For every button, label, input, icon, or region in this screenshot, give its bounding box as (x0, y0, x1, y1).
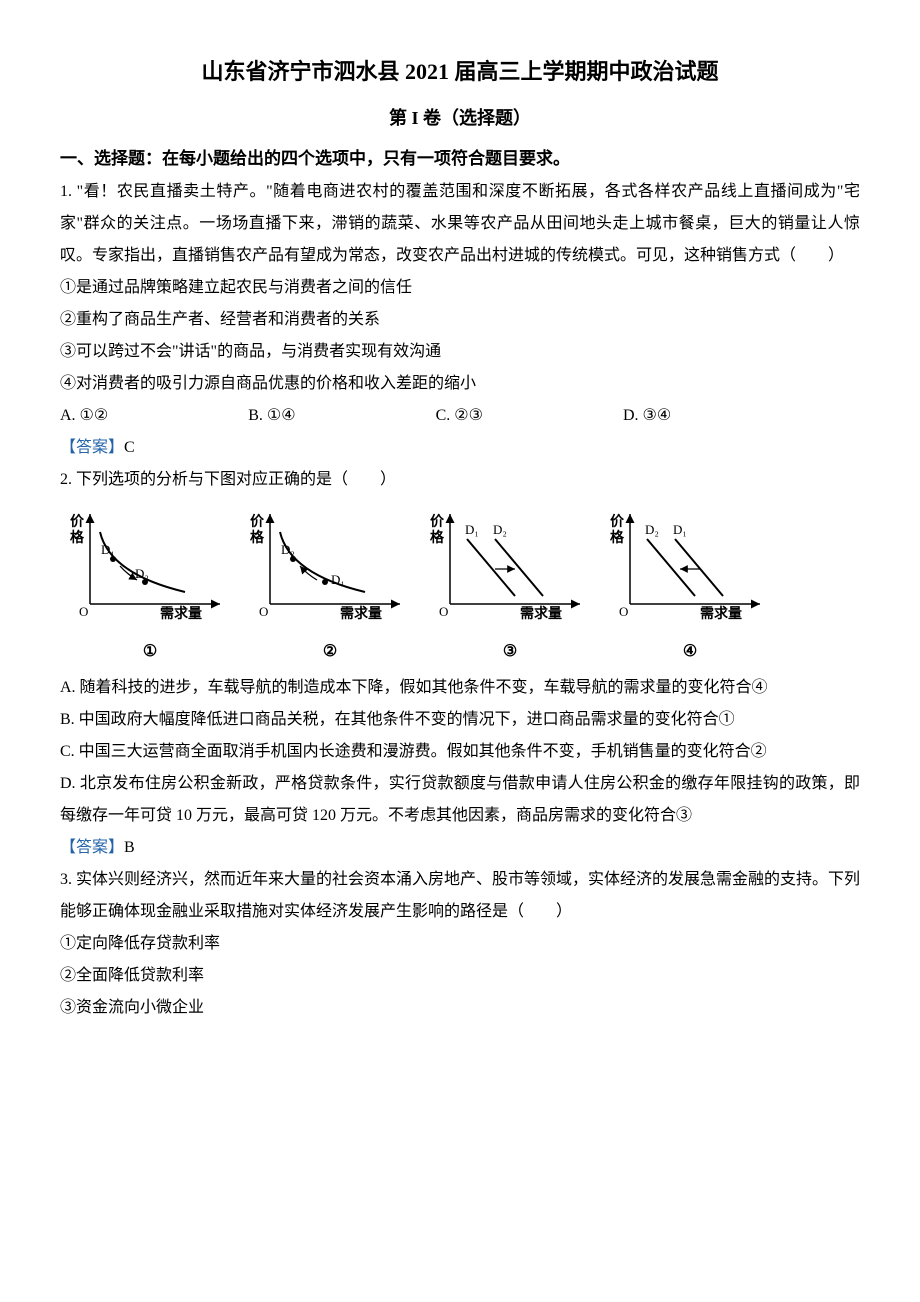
q2-option-a: A. 随着科技的进步，车载导航的制造成本下降，假如其他条件不变，车载导航的需求量… (60, 672, 860, 704)
chart3-d2: D₂ (493, 522, 507, 537)
chart2-origin: O (259, 604, 268, 619)
chart1-origin: O (79, 604, 88, 619)
chart1-number: ① (60, 636, 240, 668)
chart4-xlabel: 需求量 (700, 605, 742, 622)
chart1-ylabel-2: 格 (70, 529, 85, 546)
chart1-xlabel: 需求量 (160, 605, 202, 622)
chart2-number: ② (240, 636, 420, 668)
q1-statement-3: ③可以跨过不会"讲话"的商品，与消费者实现有效沟通 (60, 336, 860, 368)
chart1-ylabel-1: 价 (70, 514, 85, 530)
chart-3: 价 格 O 需求量 D₁ D₂ ③ (420, 504, 600, 668)
q1-stem: 1. "看！农民直播卖土特产。"随着电商进农村的覆盖范围和深度不断拓展，各式各样… (60, 176, 860, 272)
q1-answer-label: 【答案】 (60, 439, 124, 456)
chart4-number: ④ (600, 636, 780, 668)
chart2-d2: D₂ (281, 542, 295, 557)
chart-1: 价 格 O 需求量 D₁ D₂ ① (60, 504, 240, 668)
chart4-d1: D₁ (673, 522, 687, 537)
q1-statement-1: ①是通过品牌策略建立起农民与消费者之间的信任 (60, 272, 860, 304)
chart3-d1: D₁ (465, 522, 479, 537)
q3-statement-3: ③资金流向小微企业 (60, 992, 860, 1024)
q3-statement-1: ①定向降低存贷款利率 (60, 928, 860, 960)
q2-option-b: B. 中国政府大幅度降低进口商品关税，在其他条件不变的情况下，进口商品需求量的变… (60, 704, 860, 736)
chart-4: 价 格 O 需求量 D₂ D₁ ④ (600, 504, 780, 668)
chart2-ylabel-2: 格 (250, 529, 265, 546)
chart3-ylabel-2: 格 (430, 529, 445, 546)
chart4-origin: O (619, 604, 628, 619)
chart2-d1: D₁ (331, 572, 345, 587)
chart2-xlabel: 需求量 (340, 605, 382, 622)
chart3-origin: O (439, 604, 448, 619)
q3-stem: 3. 实体兴则经济兴，然而近年来大量的社会资本涌入房地产、股市等领域，实体经济的… (60, 864, 860, 928)
q2-option-c: C. 中国三大运营商全面取消手机国内长途费和漫游费。假如其他条件不变，手机销售量… (60, 736, 860, 768)
q2-answer-letter: B (124, 839, 135, 856)
q2-answer-label: 【答案】 (60, 839, 124, 856)
q1-answer: 【答案】C (60, 432, 860, 464)
q2-option-d: D. 北京发布住房公积金新政，严格贷款条件，实行贷款额度与借款申请人住房公积金的… (60, 768, 860, 832)
page-subtitle: 第 I 卷（选择题） (60, 100, 860, 136)
q2-stem: 2. 下列选项的分析与下图对应正确的是（ ） (60, 464, 860, 496)
chart3-ylabel-1: 价 (430, 514, 445, 530)
chart1-d1: D₁ (101, 542, 115, 557)
q1-option-a: A. ①② (60, 400, 108, 432)
q1-option-d: D. ③④ (623, 400, 671, 432)
chart-2: 价 格 O 需求量 D₂ D₁ ② (240, 504, 420, 668)
chart3-number: ③ (420, 636, 600, 668)
section-heading: 一、选择题：在每小题给出的四个选项中，只有一项符合题目要求。 (60, 142, 860, 176)
q1-statement-2: ②重构了商品生产者、经营者和消费者的关系 (60, 304, 860, 336)
q3-statement-2: ②全面降低贷款利率 (60, 960, 860, 992)
chart1-d2: D₂ (135, 566, 149, 581)
chart4-ylabel-2: 格 (610, 529, 625, 546)
chart4-ylabel-1: 价 (610, 514, 625, 530)
q2-answer: 【答案】B (60, 832, 860, 864)
q1-option-b: B. ①④ (248, 400, 295, 432)
chart2-ylabel-1: 价 (250, 514, 265, 530)
chart4-d2: D₂ (645, 522, 659, 537)
q1-statement-4: ④对消费者的吸引力源自商品优惠的价格和收入差距的缩小 (60, 368, 860, 400)
q1-option-c: C. ②③ (436, 400, 483, 432)
q1-answer-letter: C (124, 439, 135, 456)
page-title: 山东省济宁市泗水县 2021 届高三上学期期中政治试题 (60, 50, 860, 94)
q1-options-row: A. ①② B. ①④ C. ②③ D. ③④ (60, 400, 860, 432)
q2-charts-row: 价 格 O 需求量 D₁ D₂ ① 价 格 O 需求量 D₂ (60, 504, 860, 668)
chart3-xlabel: 需求量 (520, 605, 562, 622)
